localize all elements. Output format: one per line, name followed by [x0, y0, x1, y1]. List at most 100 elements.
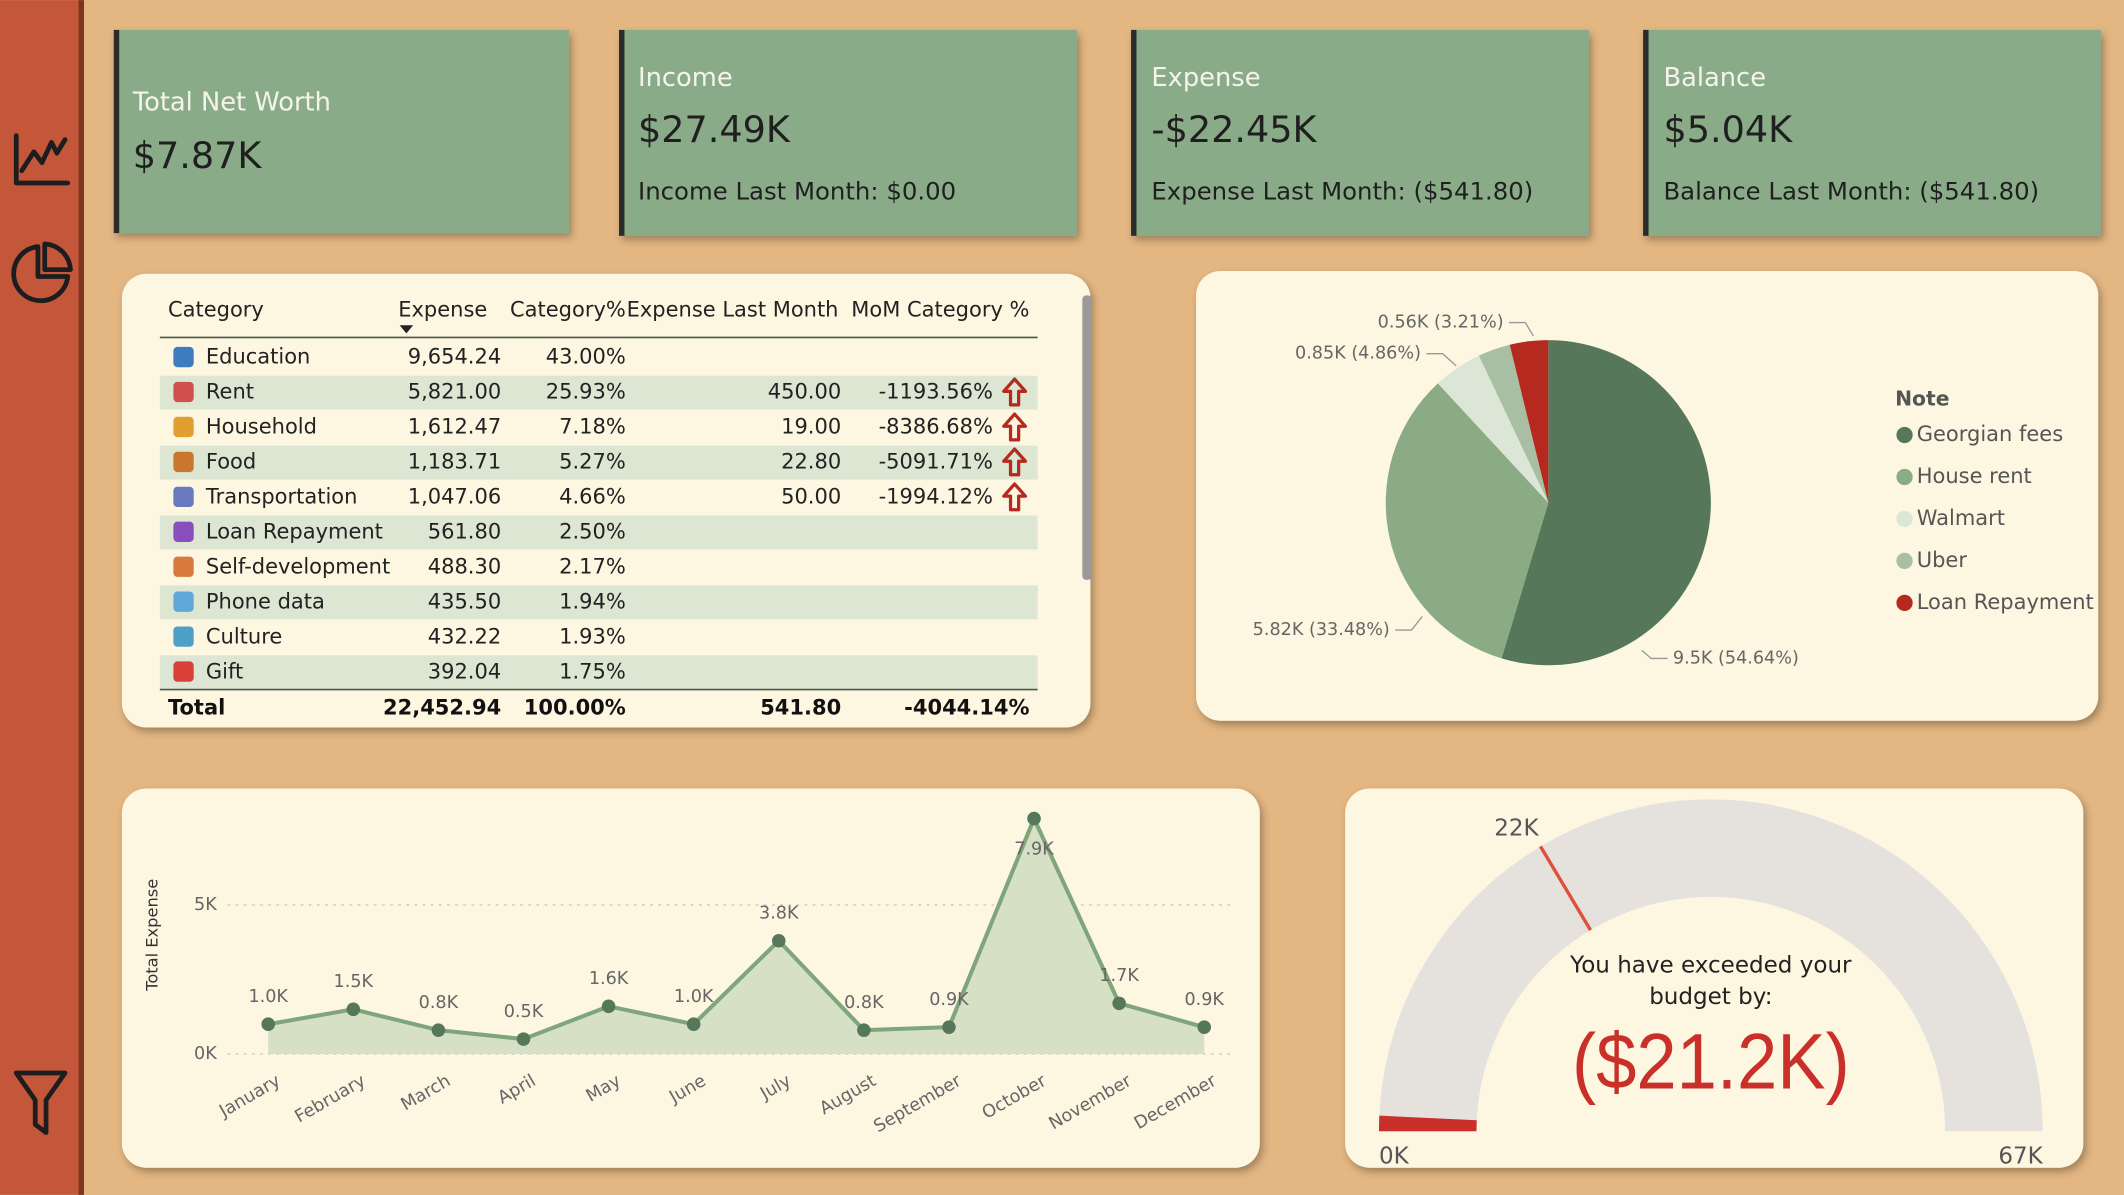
legend-label[interactable]: Walmart: [1917, 506, 2005, 530]
card-value: $5.04K: [1663, 108, 1793, 151]
column-header[interactable]: Expense: [398, 297, 487, 321]
card-bg: [113, 29, 569, 234]
card-bg: [1131, 29, 1589, 236]
table-cell: Transportation: [205, 485, 358, 509]
data-label: 1.0K: [674, 987, 714, 1007]
legend-marker[interactable]: [1896, 594, 1913, 612]
row-stripe: [159, 375, 1038, 410]
table-cell: Loan Repayment: [206, 519, 383, 543]
point[interactable]: [601, 999, 616, 1014]
table-cell: 9,654.24: [408, 345, 501, 369]
pie-slice[interactable]: [1385, 383, 1549, 659]
row-stripe: [159, 445, 1038, 480]
point[interactable]: [431, 1023, 446, 1037]
point[interactable]: [1027, 811, 1041, 826]
total-cell: 541.80: [760, 696, 841, 720]
column-header[interactable]: Category: [168, 297, 264, 321]
card: Income $27.49K Income Last Month: $0.00: [619, 29, 1077, 236]
sort-indicator: [399, 325, 414, 334]
column-header[interactable]: Category%: [510, 297, 626, 321]
y-tick-label: 0K: [194, 1044, 217, 1064]
pie-slice[interactable]: [1478, 344, 1549, 503]
table-cell: -8386.68%: [879, 415, 993, 439]
table-cell: 450.00: [768, 380, 841, 404]
legend-marker[interactable]: [1896, 468, 1913, 486]
table-cell: 5.27%: [559, 450, 626, 474]
point[interactable]: [261, 1017, 275, 1031]
leader-line: [1426, 352, 1457, 367]
point[interactable]: [516, 1032, 531, 1046]
point[interactable]: [857, 1023, 871, 1037]
card-title: Total Net Worth: [132, 88, 331, 118]
pie-slice[interactable]: [1437, 355, 1549, 503]
sidebar-edge: [78, 0, 84, 1195]
nav-filter-icon[interactable]: [13, 1070, 68, 1135]
legend-label[interactable]: Loan Repayment: [1917, 590, 2094, 614]
legend-label[interactable]: Uber: [1917, 548, 1968, 572]
scrollbar[interactable]: [1082, 295, 1092, 580]
total-cell: 22,452.94: [383, 696, 501, 720]
data-label: 7.9K: [1014, 840, 1054, 860]
category-icon: [173, 451, 194, 473]
data-label: 0.56K (3.21%): [1378, 313, 1504, 333]
table-cell: Gift: [206, 659, 243, 683]
table-cell: 7.18%: [559, 415, 626, 439]
line-panel: [121, 788, 1260, 1168]
table-cell: 2.50%: [559, 519, 626, 543]
total-cell: Total: [168, 696, 225, 720]
nav-report-icon[interactable]: [13, 133, 71, 186]
table-cell: Food: [206, 450, 256, 474]
area: [268, 818, 1205, 1054]
table-cell: 25.93%: [546, 380, 626, 404]
card-edge: [1131, 29, 1137, 236]
data-label: 0.9K: [929, 990, 969, 1010]
card-title: Income: [638, 63, 733, 93]
table-cell: 1,183.71: [408, 450, 501, 474]
category-icon: [173, 381, 194, 403]
data-label: 0.5K: [504, 1002, 544, 1022]
card-value: -$22.45K: [1151, 108, 1317, 151]
data-label: 5.82K (33.48%): [1253, 620, 1390, 640]
data-label: 0.85K (4.86%): [1295, 344, 1421, 364]
nav-pie-icon[interactable]: [11, 241, 73, 304]
legend-label[interactable]: House rent: [1917, 464, 2032, 488]
gauge-track: [1378, 799, 2043, 1132]
column-header[interactable]: MoM Category %: [851, 297, 1029, 321]
legend-label[interactable]: Georgian fees: [1917, 422, 2063, 446]
trend-arrow: [1002, 482, 1028, 512]
point[interactable]: [686, 1017, 701, 1031]
point[interactable]: [1112, 996, 1126, 1011]
point[interactable]: [771, 933, 786, 948]
gauge-value: [1378, 1115, 1477, 1132]
category-icon: [173, 416, 194, 438]
category-icon: [173, 346, 194, 368]
table-cell: 435.50: [428, 589, 501, 613]
card-bg: [619, 29, 1077, 236]
point[interactable]: [1197, 1020, 1212, 1034]
point[interactable]: [346, 1002, 361, 1017]
card-subtitle: Expense Last Month: ($541.80): [1151, 176, 1533, 205]
table-cell: 1,612.47: [408, 415, 501, 439]
column-header[interactable]: Expense Last Month: [627, 297, 839, 321]
leader-line: [1395, 616, 1423, 631]
pie-slice[interactable]: [1509, 340, 1549, 503]
table-cell: 19.00: [781, 415, 841, 439]
card: Total Net Worth $7.87K: [113, 29, 569, 234]
total-cell: -4044.14%: [904, 696, 1029, 720]
card-title: Expense: [1151, 63, 1260, 93]
legend-marker[interactable]: [1896, 426, 1913, 444]
pie-slice[interactable]: [1501, 340, 1711, 666]
data-label: 1.6K: [589, 969, 629, 989]
table-cell: -1193.56%: [879, 380, 993, 404]
card-subtitle: Income Last Month: $0.00: [638, 176, 956, 205]
min-label: 0K: [1379, 1143, 1410, 1169]
table-cell: 2.17%: [559, 554, 626, 578]
point[interactable]: [942, 1020, 956, 1034]
table-cell: -1994.12%: [879, 485, 993, 509]
category-icon: [173, 626, 194, 647]
total-cell: 100.00%: [524, 696, 626, 720]
legend-marker[interactable]: [1896, 552, 1913, 570]
card-value: $27.49K: [638, 108, 791, 151]
legend-marker[interactable]: [1896, 510, 1913, 528]
